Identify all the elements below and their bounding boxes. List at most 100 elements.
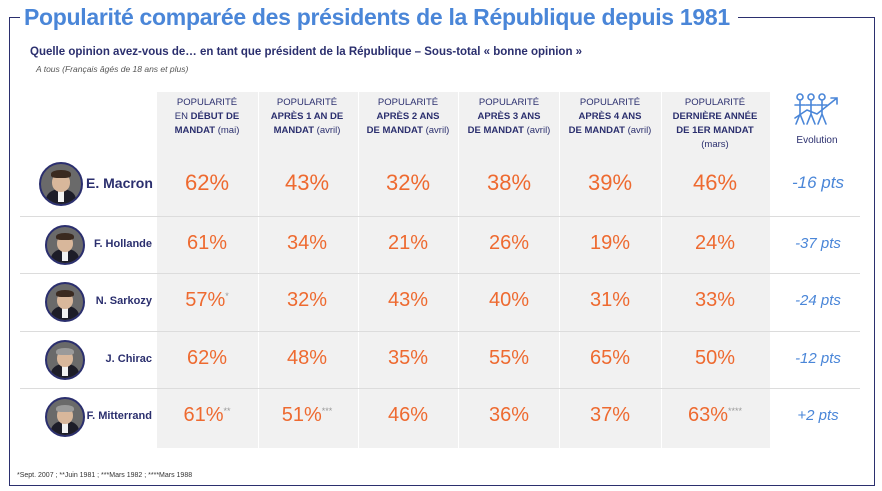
value-text: 46% bbox=[692, 170, 738, 195]
header-text: POPULARITÉ bbox=[377, 97, 439, 108]
value-text: 50% bbox=[694, 347, 736, 369]
chart-title: Popularité comparée des présidents de la… bbox=[24, 3, 730, 30]
popularity-value: 51%*** bbox=[257, 404, 357, 427]
value-text: 61% bbox=[183, 404, 224, 426]
president-name: E. Macron bbox=[86, 175, 153, 191]
popularity-value: 34% bbox=[257, 232, 357, 255]
header-text: MANDAT bbox=[273, 125, 315, 136]
header-text: DE MANDAT bbox=[568, 125, 625, 136]
column-divider bbox=[358, 92, 359, 448]
column-divider bbox=[458, 92, 459, 448]
popularity-value: 36% bbox=[459, 404, 559, 427]
popularity-value: 62% bbox=[157, 170, 257, 196]
footnote-marker: *** bbox=[321, 406, 333, 416]
value-text: 39% bbox=[587, 170, 633, 195]
evolution-people-chart-icon bbox=[794, 93, 838, 125]
president-portrait-avatar bbox=[45, 397, 85, 437]
header-text: DERNIÈRE ANNÉE bbox=[672, 111, 758, 122]
value-text: 37% bbox=[589, 404, 631, 426]
popularity-value: 33% bbox=[665, 289, 765, 312]
header-month: (avril) bbox=[314, 125, 341, 136]
popularity-value: 48% bbox=[257, 347, 357, 370]
value-text: 19% bbox=[589, 232, 631, 254]
column-divider bbox=[559, 92, 560, 448]
popularity-value: 65% bbox=[560, 347, 660, 370]
header-month: (avril) bbox=[523, 125, 551, 136]
column-header: POPULARITÉ APRÈS 3 ANS DE MANDAT (avril) bbox=[459, 96, 559, 138]
column-header: POPULARITÉ APRÈS 1 AN DE MANDAT (avril) bbox=[257, 96, 357, 138]
value-text: 48% bbox=[286, 347, 328, 369]
popularity-value: 19% bbox=[560, 232, 660, 255]
row-divider bbox=[20, 273, 860, 274]
popularity-value: 26% bbox=[459, 232, 559, 255]
value-text: 55% bbox=[488, 347, 530, 369]
popularity-value: 46% bbox=[358, 404, 458, 427]
president-portrait-avatar bbox=[39, 162, 83, 206]
popularity-value: 32% bbox=[358, 170, 458, 196]
value-text: 43% bbox=[284, 170, 330, 195]
value-text: 31% bbox=[589, 289, 631, 311]
header-text: APRÈS 1 AN DE bbox=[270, 111, 344, 122]
header-text: POPULARITÉ bbox=[684, 97, 746, 108]
popularity-value: 46% bbox=[665, 170, 765, 196]
value-text: 26% bbox=[488, 232, 530, 254]
popularity-value: 61% bbox=[157, 232, 257, 255]
footnote-marker: ** bbox=[223, 406, 231, 416]
popularity-value: 40% bbox=[459, 289, 559, 312]
header-month: (avril) bbox=[422, 125, 450, 136]
evolution-value: -24 pts bbox=[795, 292, 841, 309]
evolution-value: -12 pts bbox=[795, 350, 841, 367]
president-portrait-avatar bbox=[45, 282, 85, 322]
value-text: 34% bbox=[286, 232, 328, 254]
header-text: POPULARITÉ bbox=[579, 97, 641, 108]
row-divider bbox=[20, 331, 860, 332]
column-header: POPULARITÉ DERNIÈRE ANNÉE DE 1ER MANDAT (m… bbox=[665, 96, 765, 152]
evolution-value: +2 pts bbox=[797, 407, 839, 424]
evolution-header: Evolution bbox=[796, 135, 838, 146]
row-divider bbox=[20, 216, 860, 217]
evolution-value: -37 pts bbox=[795, 235, 841, 252]
row-divider bbox=[20, 388, 860, 389]
value-text: 57% bbox=[185, 289, 226, 311]
header-text: APRÈS 2 ANS bbox=[376, 111, 440, 122]
column-divider bbox=[661, 92, 662, 448]
popularity-value: 21% bbox=[358, 232, 458, 255]
value-text: 62% bbox=[184, 170, 230, 195]
president-portrait-avatar bbox=[45, 225, 85, 265]
header-text: DE MANDAT bbox=[366, 125, 423, 136]
value-text: 65% bbox=[589, 347, 631, 369]
value-text: 46% bbox=[387, 404, 429, 426]
popularity-value: 43% bbox=[257, 170, 357, 196]
header-month: (mai) bbox=[215, 125, 240, 136]
value-text: 51% bbox=[281, 404, 322, 426]
header-text: DÉBUT DE bbox=[190, 111, 240, 122]
president-name: F. Hollande bbox=[93, 238, 152, 250]
column-header: POPULARITÉ EN DÉBUT DE MANDAT (mai) bbox=[157, 96, 257, 138]
president-name: N. Sarkozy bbox=[95, 295, 152, 307]
popularity-value: 50% bbox=[665, 347, 765, 370]
value-text: 21% bbox=[387, 232, 429, 254]
value-text: 38% bbox=[486, 170, 532, 195]
header-text: EN bbox=[174, 111, 191, 122]
header-month: (mars) bbox=[701, 139, 729, 150]
column-header: POPULARITÉ APRÈS 2 ANS DE MANDAT (avril) bbox=[358, 96, 458, 138]
value-text: 24% bbox=[694, 232, 736, 254]
column-header: POPULARITÉ APRÈS 4 ANS DE MANDAT (avril) bbox=[560, 96, 660, 138]
popularity-value: 63%**** bbox=[665, 404, 765, 427]
header-text: APRÈS 3 ANS bbox=[477, 111, 541, 122]
president-name: F. Mitterrand bbox=[86, 410, 152, 422]
header-text: DE MANDAT bbox=[467, 125, 524, 136]
header-text: POPULARITÉ bbox=[478, 97, 540, 108]
chart-base-note: A tous (Français âgés de 18 ans et plus) bbox=[36, 64, 189, 74]
popularity-value: 62% bbox=[157, 347, 257, 370]
value-text: 43% bbox=[387, 289, 429, 311]
popularity-value: 32% bbox=[257, 289, 357, 312]
header-text: DE 1ER MANDAT bbox=[676, 125, 754, 136]
footnote: *Sept. 2007 ; **Juin 1981 ; ***Mars 1982… bbox=[17, 472, 193, 479]
popularity-value: 35% bbox=[358, 347, 458, 370]
header-month: (avril) bbox=[624, 125, 652, 136]
value-text: 36% bbox=[488, 404, 530, 426]
value-text: 32% bbox=[286, 289, 328, 311]
popularity-value: 37% bbox=[560, 404, 660, 427]
popularity-value: 38% bbox=[459, 170, 559, 196]
